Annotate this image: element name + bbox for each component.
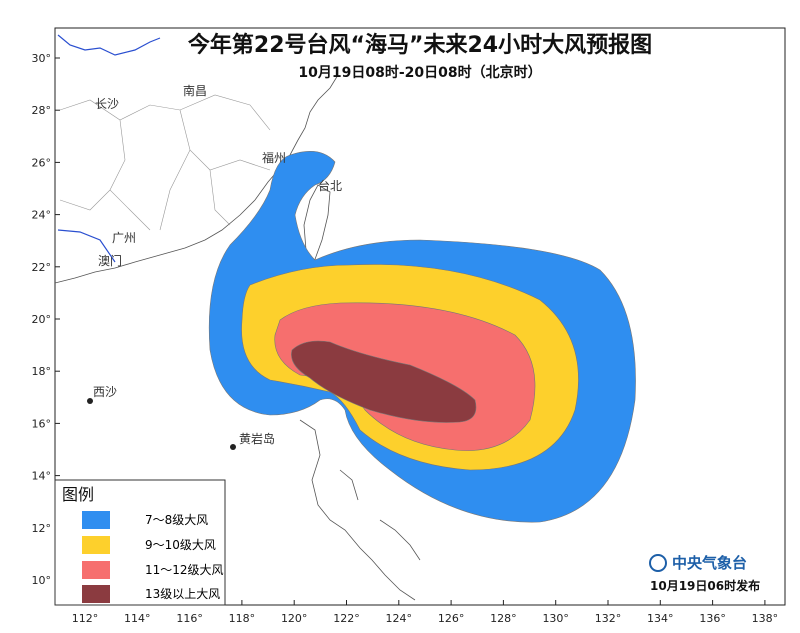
legend-label: 11～12级大风 <box>145 563 224 577</box>
lon-tick-label: 134° <box>647 612 674 625</box>
place-label: 黄岩岛 <box>239 431 275 446</box>
lon-tick-label: 124° <box>386 612 413 625</box>
place-label: 西沙 <box>93 385 117 399</box>
legend: 图例 7～8级大风 9～10级大风 11～12级大风 13级以上大风 <box>54 479 226 606</box>
lon-tick-label: 128° <box>490 612 517 625</box>
lon-tick-label: 136° <box>699 612 726 625</box>
wind-zones <box>208 150 636 523</box>
lon-tick-label: 126° <box>438 612 465 625</box>
place-label: 长沙 <box>95 97 119 111</box>
coastline <box>54 74 339 284</box>
lat-tick-label: 24° <box>32 209 52 222</box>
place-label: 澳门 <box>98 253 122 268</box>
lat-tick-label: 22° <box>32 261 52 274</box>
lon-tick-label: 132° <box>595 612 622 625</box>
graticule-ticks: 112° 114° 116° 118° 120° 122° 124° 126° 128° 130°… <box>32 52 779 625</box>
subtitle: 10月19日08时-20日08时（北京时） <box>298 64 541 81</box>
lon-tick-label: 120° <box>281 612 308 625</box>
logo-icon <box>649 554 667 572</box>
land <box>54 34 421 601</box>
lat-tick-label: 28° <box>32 104 52 117</box>
agency: 中央气象台 <box>672 554 747 572</box>
lon-tick-label: 130° <box>542 612 569 625</box>
river <box>57 34 161 263</box>
map-frame <box>54 27 786 606</box>
legend-swatch <box>82 511 110 529</box>
place-label: 广州 <box>112 231 136 245</box>
place-label: 台北 <box>318 178 342 193</box>
lon-tick-label: 138° <box>752 612 779 625</box>
lon-tick-label: 112° <box>72 612 99 625</box>
frame <box>54 27 786 606</box>
legend-label: 13级以上大风 <box>145 587 220 601</box>
issued-time: 10月19日06时发布 <box>650 578 760 593</box>
legend-swatch <box>82 536 110 554</box>
lat-tick-label: 26° <box>32 156 52 169</box>
place-label: 福州 <box>262 150 286 165</box>
zone-13-plus <box>291 340 477 423</box>
legend-swatch <box>82 561 110 579</box>
lat-tick-label: 20° <box>32 313 52 326</box>
xisha-marker <box>87 398 93 404</box>
lat-tick-label: 12° <box>32 522 52 535</box>
lon-tick-label: 116° <box>176 612 203 625</box>
lat-tick-label: 18° <box>32 365 52 378</box>
legend-label: 7～8级大风 <box>145 513 208 527</box>
huangyan-marker <box>230 444 236 450</box>
lat-tick-label: 10° <box>32 574 52 587</box>
lon-tick-label: 118° <box>229 612 256 625</box>
title: 今年第22号台风“海马”未来24小时大风预报图 <box>188 32 652 58</box>
lat-tick-label: 14° <box>32 470 52 483</box>
lat-tick-label: 30° <box>32 52 52 65</box>
place-label: 南昌 <box>183 83 207 98</box>
legend-label: 9～10级大风 <box>145 538 216 552</box>
lon-tick-label: 122° <box>333 612 360 625</box>
province-borders <box>59 94 271 231</box>
lat-tick-label: 16° <box>32 417 52 430</box>
philippines <box>299 419 421 601</box>
lon-tick-label: 114° <box>124 612 151 625</box>
legend-swatch <box>82 585 110 603</box>
legend-title: 图例 <box>62 485 94 504</box>
